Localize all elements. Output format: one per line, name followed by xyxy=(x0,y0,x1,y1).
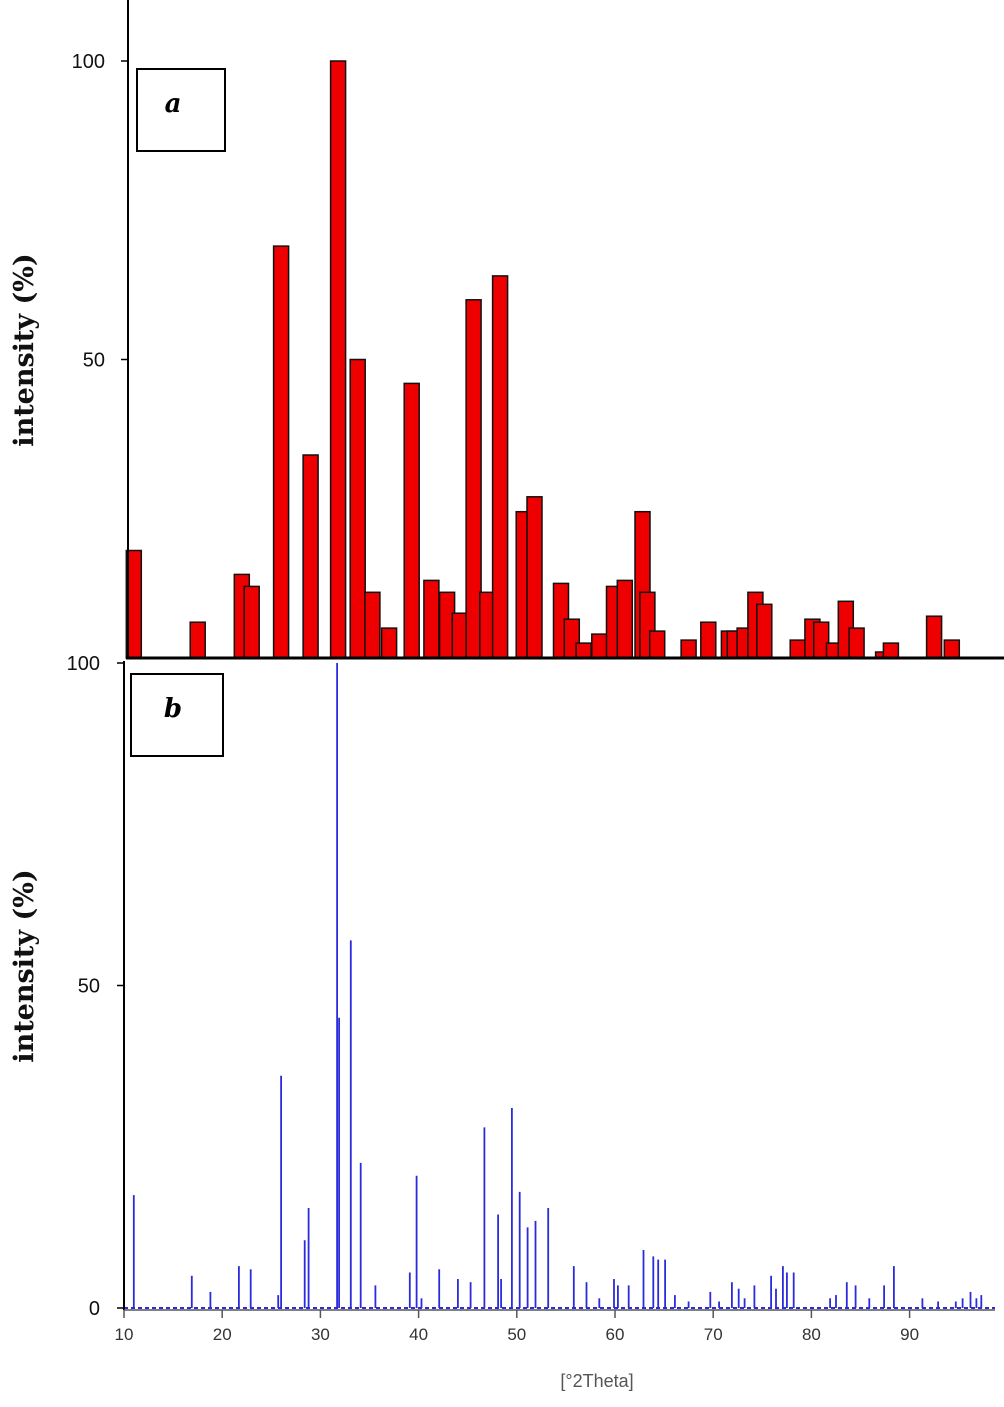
panel-a-bar xyxy=(403,382,420,659)
panel-b-x-tick-label: 10 xyxy=(115,1325,134,1344)
panel-a-bar xyxy=(648,630,666,659)
panel-a-bar xyxy=(680,639,697,659)
panel-a-y-axis-label: intensity (%) xyxy=(9,253,40,446)
panel-a-bar xyxy=(943,639,961,659)
panel-b-x-tick-label: 60 xyxy=(606,1325,625,1344)
panel-a-bar xyxy=(329,60,347,659)
panel-a-y-ticks: 50 100 xyxy=(72,51,128,372)
panel-a-bar xyxy=(364,591,381,659)
panel-a-bar xyxy=(349,358,366,659)
panel-a-bar xyxy=(451,612,469,659)
panel-b-x-tick-label: 30 xyxy=(311,1325,330,1344)
panel-b-x-tick-label: 20 xyxy=(213,1325,232,1344)
panel-a-bar xyxy=(789,639,806,659)
panel-b-label: b xyxy=(164,694,182,724)
panel-a-bar xyxy=(700,621,717,659)
panel-b-x-axis-label: [°2Theta] xyxy=(560,1371,633,1391)
panel-b-x-tick-label: 70 xyxy=(704,1325,723,1344)
panel-a-bar xyxy=(575,642,592,659)
panel-a-bar xyxy=(591,633,608,659)
panel-a-bar xyxy=(925,615,943,659)
panel-b-x-tick-label: 50 xyxy=(507,1325,526,1344)
panel-b-peaks xyxy=(132,663,983,1308)
panel-a-bars xyxy=(125,60,961,659)
panel-a-bar xyxy=(380,627,398,659)
panel-b-x-tick-label: 80 xyxy=(802,1325,821,1344)
panel-b-x-tick-label: 90 xyxy=(900,1325,919,1344)
panel-a-bar xyxy=(465,299,482,659)
panel-b-y-tick-label: 0 xyxy=(89,1298,100,1320)
panel-a-bar xyxy=(848,627,865,659)
panel-a-y-tick-label: 50 xyxy=(83,350,105,372)
panel-b-x-ticks: 10 20 30 40 50 60 70 80 90 xyxy=(115,1310,919,1344)
panel-a-bar xyxy=(272,245,290,659)
panel-a-bar xyxy=(423,579,440,659)
panel-a-label: a xyxy=(165,89,182,119)
panel-b-y-tick-label: 100 xyxy=(67,653,100,675)
panel-b-y-tick-label: 50 xyxy=(78,976,100,998)
panel-a-bar xyxy=(616,579,634,659)
panel-a-chart: 50 100 intensity (%) a xyxy=(9,0,1004,660)
panel-a-bar xyxy=(756,603,773,659)
panel-a-bar xyxy=(189,621,206,659)
panel-a-label-box xyxy=(136,68,226,152)
panel-b-y-axis-label: intensity (%) xyxy=(9,869,40,1062)
panel-b-y-ticks: 0 50 100 xyxy=(67,653,124,1320)
panel-a-bar xyxy=(882,642,900,659)
panel-b-label-box xyxy=(130,673,224,757)
panel-a-bar xyxy=(526,496,543,659)
panel-a-bar xyxy=(491,275,509,659)
panel-b-x-tick-label: 40 xyxy=(409,1325,428,1344)
panel-a-bar xyxy=(243,585,260,659)
panel-a-y-tick-label: 100 xyxy=(72,51,105,73)
panel-a-bar xyxy=(302,454,319,659)
